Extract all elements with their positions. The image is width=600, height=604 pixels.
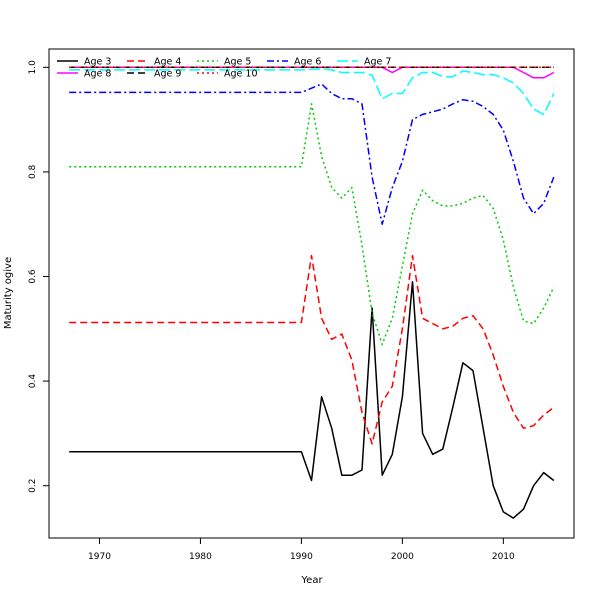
legend-label-age-10: Age 10 [224, 69, 257, 80]
y-tick-label: 1.0 [28, 60, 38, 75]
legend-label-age-7: Age 7 [364, 57, 391, 68]
x-axis: 1970 1980 1990 2000 2010 [88, 537, 515, 562]
y-tick-label: 0.2 [28, 479, 38, 493]
y-tick-label: 0.8 [28, 164, 38, 179]
series-line-age-7 [69, 68, 555, 116]
x-tick-label: 2000 [391, 552, 414, 562]
series-line-age-4 [69, 254, 555, 445]
legend-label-age-6: Age 6 [294, 57, 321, 68]
series-line-age-3 [69, 280, 555, 519]
series-line-age-5 [69, 103, 555, 346]
x-tick-label: 1980 [189, 552, 212, 562]
legend-label-age-8: Age 8 [84, 69, 111, 80]
x-tick-label: 1990 [290, 552, 313, 562]
y-tick-label: 0.6 [28, 269, 38, 284]
x-tick-label: 1970 [88, 552, 111, 562]
legend-label-age-9: Age 9 [154, 69, 181, 80]
x-axis-label: Year [300, 575, 323, 586]
series-line-age-6 [69, 83, 555, 225]
y-tick-label: 0.4 [28, 374, 38, 389]
y-axis: 0.2 0.4 0.6 0.8 1.0 [28, 60, 50, 493]
legend-label-age-5: Age 5 [224, 57, 251, 68]
y-axis-label: Maturity ogive [3, 257, 14, 329]
legend-label-age-4: Age 4 [154, 57, 181, 68]
legend: Age 3 Age 4 Age 5 Age 6 Age 7 Age 8 Age 9 Age 1… [57, 57, 391, 80]
series-lines [69, 66, 555, 519]
series-line-age-8 [69, 66, 555, 79]
x-tick-label: 2010 [492, 552, 515, 562]
legend-label-age-3: Age 3 [84, 57, 111, 68]
